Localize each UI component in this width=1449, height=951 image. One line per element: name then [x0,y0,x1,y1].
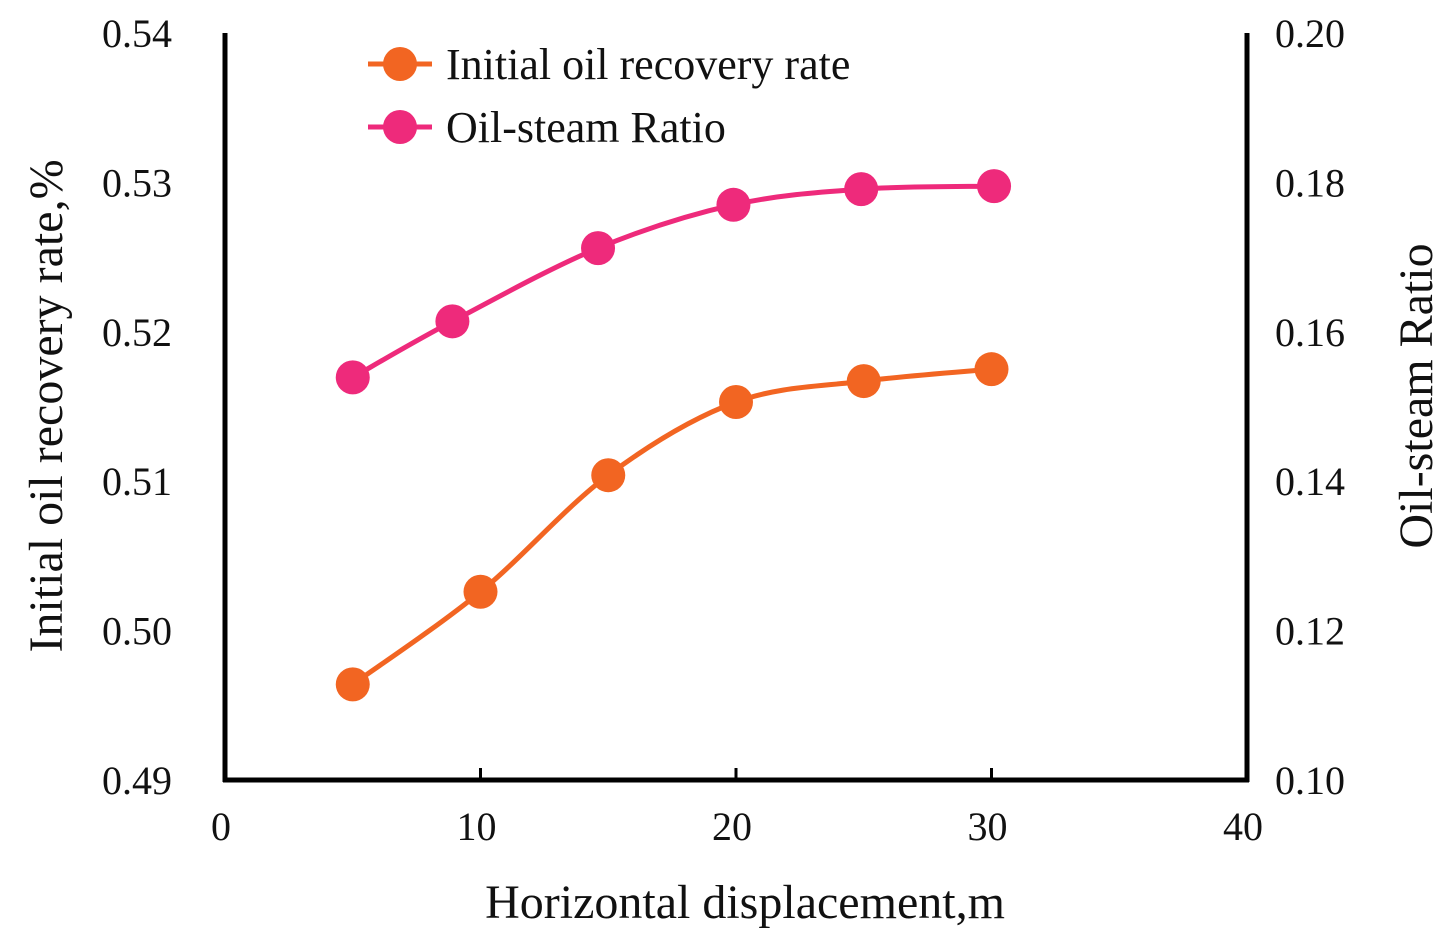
right-y-tick-label: 0.10 [1275,758,1345,803]
legend-label: Oil-steam Ratio [446,103,726,152]
right-y-tick-label: 0.16 [1275,310,1345,355]
data-point-oil-steam-ratio [581,231,616,266]
legend-item-initial-oil-recovery-rate: Initial oil recovery rate [368,40,850,89]
legend: Initial oil recovery rate Oil-steam Ratio [368,40,850,152]
left-y-tick-label: 0.51 [102,459,172,504]
x-tick-label: 10 [457,804,497,849]
data-point-initial-oil-recovery-rate [719,385,753,420]
data-point-oil-steam-ratio [716,187,751,222]
x-tick-label: 40 [1223,804,1263,849]
x-tick-label: 30 [968,804,1008,849]
left-y-axis-title: Initial oil recovery rate,% [20,159,73,652]
legend-swatch-marker [383,47,417,81]
data-point-oil-steam-ratio [977,169,1012,204]
series-layer [335,169,1012,702]
series-line-oil-steam-ratio [351,183,995,380]
data-point-oil-steam-ratio [844,172,879,207]
left-y-tick-label: 0.52 [102,310,172,355]
series-initial-oil-recovery-rate [335,352,1009,702]
right-y-tick-label: 0.20 [1275,11,1345,56]
right-y-tick-label: 0.12 [1275,609,1345,654]
legend-swatch-marker [383,110,417,144]
x-tick-label: 0 [211,804,231,849]
right-y-tick-label: 0.14 [1275,459,1345,504]
series-oil-steam-ratio [335,169,1012,395]
legend-label: Initial oil recovery rate [446,40,850,89]
data-point-initial-oil-recovery-rate [846,364,881,399]
data-point-initial-oil-recovery-rate [591,458,626,493]
data-point-initial-oil-recovery-rate [463,574,498,609]
data-point-oil-steam-ratio [335,360,370,395]
data-point-initial-oil-recovery-rate [974,352,1009,387]
right-y-axis-title: Oil-steam Ratio [1390,243,1443,548]
data-point-oil-steam-ratio [435,304,470,339]
left-y-tick-label: 0.54 [102,11,172,56]
legend-item-oil-steam-ratio: Oil-steam Ratio [368,103,726,152]
axes: 0 10 20 30 40 0.49 0.50 0.51 0.52 0.53 0.54 0.10 0.1… [20,11,1443,929]
right-y-tick-label: 0.18 [1275,160,1345,205]
left-y-tick-label: 0.49 [102,758,172,803]
x-tick-label: 20 [712,804,752,849]
series-line-initial-oil-recovery-rate [351,366,992,687]
left-y-tick-label: 0.53 [102,160,172,205]
x-axis-title: Horizontal displacement,m [485,876,1005,929]
data-point-initial-oil-recovery-rate [335,667,370,702]
left-y-tick-label: 0.50 [102,609,172,654]
